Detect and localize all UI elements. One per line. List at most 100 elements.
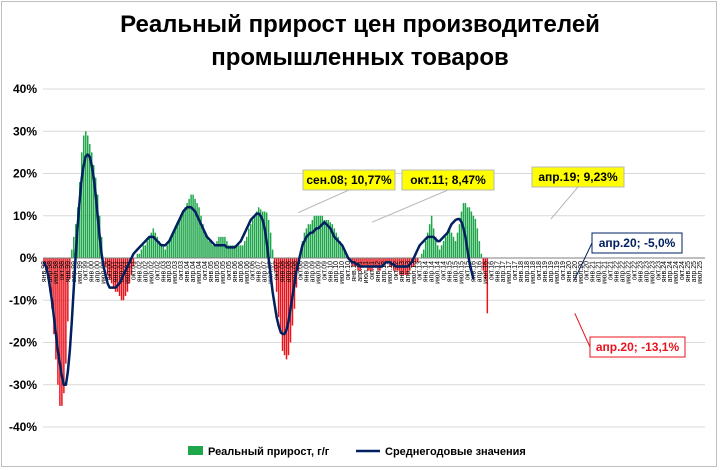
bar (162, 245, 165, 258)
y-tick-label: 20% (13, 167, 37, 181)
bar (277, 258, 280, 318)
bar (81, 152, 83, 258)
x-tick-label: окт.00 (107, 261, 114, 280)
x-tick-label: июл.21 (602, 261, 609, 284)
x-tick-label: янв.02 (136, 261, 143, 282)
bar (61, 258, 63, 406)
bar (226, 241, 228, 258)
bar (464, 203, 467, 258)
bar (257, 207, 260, 258)
bar (158, 241, 161, 258)
x-tick-label: июл.17 (506, 261, 513, 284)
bar (333, 228, 335, 258)
x-tick-label: янв.15 (447, 261, 454, 282)
x-tick-label: окт.16 (488, 261, 495, 280)
bar (391, 258, 393, 267)
bar (436, 245, 439, 258)
bar (442, 241, 445, 258)
bar (200, 215, 202, 258)
x-tick-label: июл.99 (77, 261, 84, 284)
bar (307, 224, 310, 258)
bar (224, 236, 226, 258)
x-tick-label: апр.24 (667, 261, 674, 282)
x-tick-label: июл.98 (53, 261, 60, 284)
bar (168, 241, 170, 258)
callout-box (401, 169, 495, 191)
x-tick-label: окт.04 (202, 261, 209, 280)
bar (426, 232, 429, 258)
bar (172, 232, 174, 258)
x-tick-label: июл.22 (625, 261, 632, 284)
bar (242, 245, 244, 258)
x-tick-label: окт.13 (417, 261, 424, 280)
x-tick-label: апр.10 (333, 261, 340, 282)
bar (114, 258, 117, 292)
bar (57, 258, 59, 385)
bar (271, 249, 274, 258)
bar (79, 181, 81, 258)
bar (90, 152, 93, 258)
y-tick-label: 10% (13, 209, 37, 223)
x-tick-label: янв.19 (542, 261, 549, 282)
bar (94, 177, 97, 258)
legend: Реальный прирост, г/г Среднегодовые значе… (188, 446, 526, 458)
moving-average-line (42, 153, 475, 387)
bar (255, 211, 258, 258)
x-tick-label: янв.22 (614, 261, 621, 282)
bar (482, 258, 485, 271)
bar (154, 232, 157, 258)
bar (458, 224, 461, 258)
bar (234, 245, 236, 258)
bar (335, 232, 337, 258)
bar (47, 258, 49, 280)
bar (88, 143, 91, 258)
bar (452, 236, 455, 258)
bar (486, 258, 489, 314)
x-tick-label: янв.23 (637, 261, 644, 282)
x-tick-label: янв.11 (351, 261, 358, 282)
bar (170, 236, 172, 258)
bar (106, 258, 109, 275)
bar (287, 258, 290, 356)
bar (144, 245, 147, 258)
bar (192, 194, 194, 258)
bar (67, 258, 69, 322)
callout-label: окт.11; 8,47% (410, 173, 486, 187)
bar (188, 198, 190, 258)
bar (329, 222, 332, 258)
bar (184, 207, 186, 258)
bar (51, 258, 53, 309)
x-tick-label: июл.05 (220, 261, 227, 284)
x-tick-label: апр.00 (95, 261, 102, 282)
x-tick-label: апр.13 (405, 261, 412, 282)
bar (434, 236, 437, 258)
bar (450, 232, 453, 258)
x-tick-label: янв.09 (303, 261, 310, 282)
x-tick-label: апр.98 (47, 261, 54, 282)
bar (216, 241, 218, 258)
x-tick-label: апр.14 (429, 261, 436, 282)
x-tick-label: июл.10 (339, 261, 346, 284)
x-tick-label: окт.18 (536, 261, 543, 280)
x-tick-label: окт.19 (560, 261, 567, 280)
bar (331, 224, 333, 258)
x-tick-label: янв.01 (113, 261, 120, 282)
bar (202, 224, 204, 258)
x-tick-label: апр.16 (476, 261, 483, 282)
bar (196, 203, 198, 258)
bar (251, 219, 254, 258)
y-tick-label: -30% (9, 378, 37, 392)
bar (198, 207, 200, 258)
x-tick-label: июл.03 (172, 261, 179, 284)
bar (472, 215, 475, 258)
bar (218, 236, 220, 258)
bar (228, 245, 230, 258)
x-tick-label: апр.08 (286, 261, 293, 282)
x-tick-label: июл.19 (554, 261, 561, 284)
bar (240, 245, 242, 258)
x-tick-label: янв.00 (89, 261, 96, 282)
bar (150, 232, 153, 258)
x-tick-label: апр.04 (190, 261, 197, 282)
x-tick-label: окт.24 (679, 261, 686, 280)
chart-title-line-1: Реальный прирост цен производителей (120, 11, 600, 38)
